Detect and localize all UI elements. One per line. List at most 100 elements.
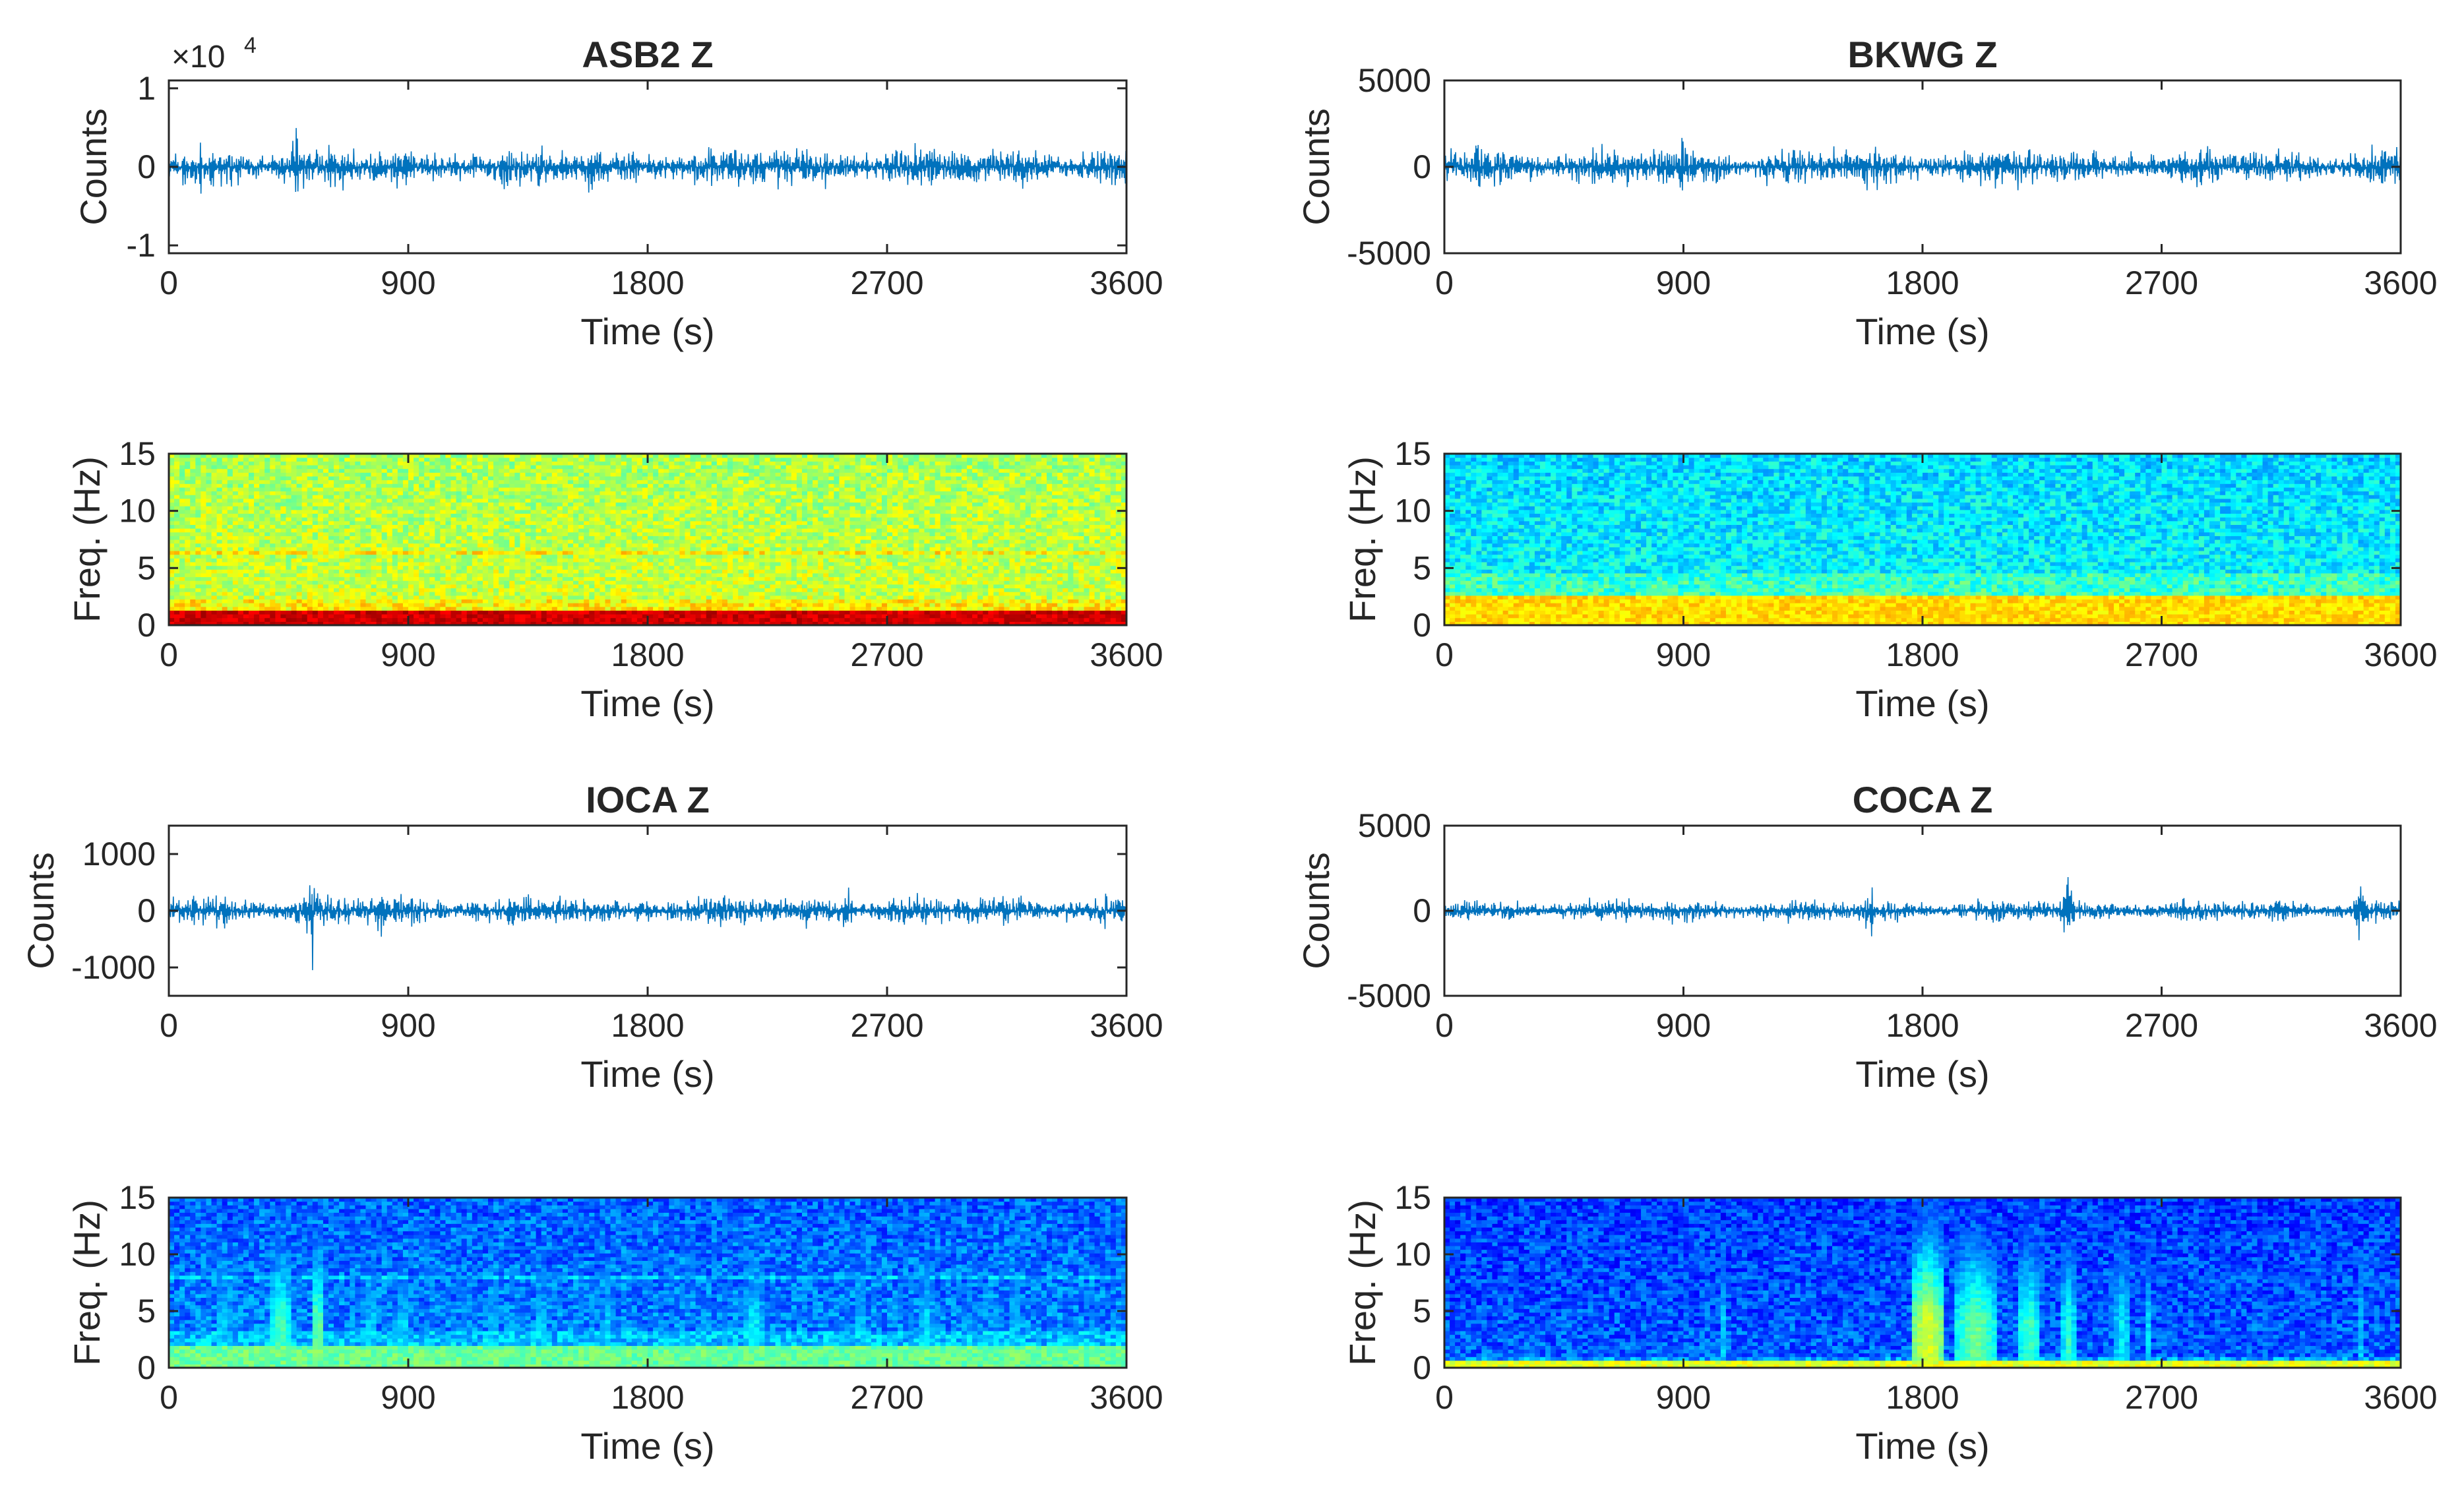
x-tick-label: 900	[1656, 1379, 1711, 1416]
y-tick-label: 10	[1394, 493, 1431, 530]
ioca-waveform-trace	[169, 885, 1126, 970]
x-tick-label: 0	[1435, 1007, 1454, 1044]
x-tick-label: 1800	[1886, 1379, 1959, 1416]
y-tick-label: 10	[1394, 1236, 1431, 1273]
y-tick-label: 0	[137, 607, 156, 644]
y-tick-label: 0	[137, 892, 156, 929]
y-tick-label: 0	[137, 148, 156, 185]
x-axis-label: Time (s)	[1855, 1425, 1989, 1467]
y-tick-label: 5000	[1358, 807, 1431, 844]
x-tick-label: 900	[381, 1007, 435, 1044]
y-exponent-label: ×10	[171, 40, 225, 75]
y-tick-label: -1	[127, 227, 156, 264]
y-tick-label: 15	[1394, 1179, 1431, 1216]
x-axis-label: Time (s)	[580, 1053, 714, 1095]
y-axis-label: Counts	[73, 108, 114, 225]
y-tick-label: 5	[1413, 549, 1431, 586]
bkwg-spectrogram-heatmap	[1444, 454, 2401, 626]
y-tick-label: 5	[1413, 1293, 1431, 1329]
asb2-waveform-trace	[169, 128, 1126, 194]
x-tick-label: 2700	[850, 264, 923, 301]
x-tick-label: 0	[1435, 636, 1454, 673]
x-tick-label: 1800	[611, 636, 684, 673]
y-exponent-power: 4	[244, 33, 257, 58]
x-tick-label: 3600	[1090, 636, 1163, 673]
x-tick-label: 900	[381, 1379, 435, 1416]
chart-title: BKWG Z	[1847, 34, 1997, 75]
x-tick-label: 1800	[611, 1379, 684, 1416]
y-tick-label: 5	[137, 549, 156, 586]
x-tick-label: 0	[160, 636, 178, 673]
x-tick-label: 900	[381, 636, 435, 673]
x-tick-label: 3600	[2364, 264, 2437, 301]
y-tick-label: 0	[1413, 1349, 1431, 1386]
x-tick-label: 1800	[611, 1007, 684, 1044]
y-axis-label: Counts	[20, 852, 61, 969]
x-axis-label: Time (s)	[1855, 1053, 1989, 1095]
coca-waveform-trace	[1444, 877, 2401, 940]
y-axis-label: Freq. (Hz)	[66, 1200, 108, 1366]
x-tick-label: 2700	[850, 1007, 923, 1044]
x-tick-label: 900	[1656, 264, 1711, 301]
y-tick-label: 0	[137, 1349, 156, 1386]
x-axis-label: Time (s)	[580, 683, 714, 724]
x-tick-label: 0	[160, 1007, 178, 1044]
y-axis-label: Freq. (Hz)	[66, 456, 108, 623]
y-tick-label: 1	[137, 70, 156, 107]
y-tick-label: 5	[137, 1293, 156, 1329]
x-tick-label: 2700	[2125, 636, 2198, 673]
y-axis-label: Freq. (Hz)	[1341, 456, 1383, 623]
y-tick-label: 15	[1394, 435, 1431, 472]
ioca-spectrogram-heatmap	[169, 1198, 1127, 1368]
y-tick-label: 0	[1413, 607, 1431, 644]
x-tick-label: 0	[160, 264, 178, 301]
y-tick-label: 10	[119, 493, 156, 530]
y-tick-label: -5000	[1347, 977, 1431, 1014]
y-tick-label: 5000	[1358, 62, 1431, 99]
x-tick-label: 2700	[2125, 264, 2198, 301]
x-axis-label: Time (s)	[1855, 311, 1989, 352]
x-tick-label: 3600	[2364, 1379, 2437, 1416]
chart-title: IOCA Z	[586, 779, 710, 820]
y-axis-label: Counts	[1295, 108, 1337, 225]
y-tick-label: 1000	[82, 836, 156, 872]
chart-title: COCA Z	[1853, 779, 1993, 820]
y-tick-label: 0	[1413, 892, 1431, 929]
y-tick-label: 0	[1413, 148, 1431, 185]
x-tick-label: 1800	[1886, 264, 1959, 301]
y-axis-label: Freq. (Hz)	[1341, 1200, 1383, 1366]
x-tick-label: 1800	[611, 264, 684, 301]
x-tick-label: 3600	[1090, 264, 1163, 301]
asb2-spectrogram-heatmap	[169, 454, 1127, 626]
y-tick-label: -5000	[1347, 235, 1431, 272]
x-tick-label: 900	[381, 264, 435, 301]
x-tick-label: 3600	[2364, 636, 2437, 673]
y-tick-label: 15	[119, 1179, 156, 1216]
chart-title: ASB2 Z	[582, 34, 713, 75]
x-tick-label: 1800	[1886, 636, 1959, 673]
y-tick-label: 10	[119, 1236, 156, 1273]
x-tick-label: 900	[1656, 1007, 1711, 1044]
coca-spectrogram-heatmap	[1444, 1198, 2401, 1368]
x-axis-label: Time (s)	[580, 311, 714, 352]
x-tick-label: 3600	[1090, 1379, 1163, 1416]
bkwg-waveform-trace	[1444, 138, 2401, 191]
x-tick-label: 3600	[2364, 1007, 2437, 1044]
x-tick-label: 0	[1435, 1379, 1454, 1416]
x-tick-label: 2700	[2125, 1007, 2198, 1044]
x-tick-label: 2700	[850, 1379, 923, 1416]
x-tick-label: 3600	[1090, 1007, 1163, 1044]
ioca-spectrogram-panel: 0 900 1800 2700 3600 0 5 10 15 Time (s) Freq. (Hz)	[66, 1179, 1163, 1467]
x-axis-label: Time (s)	[1855, 683, 1989, 724]
x-tick-label: 0	[1435, 264, 1454, 301]
x-tick-label: 0	[160, 1379, 178, 1416]
y-tick-label: -1000	[71, 949, 156, 986]
x-axis-label: Time (s)	[580, 1425, 714, 1467]
